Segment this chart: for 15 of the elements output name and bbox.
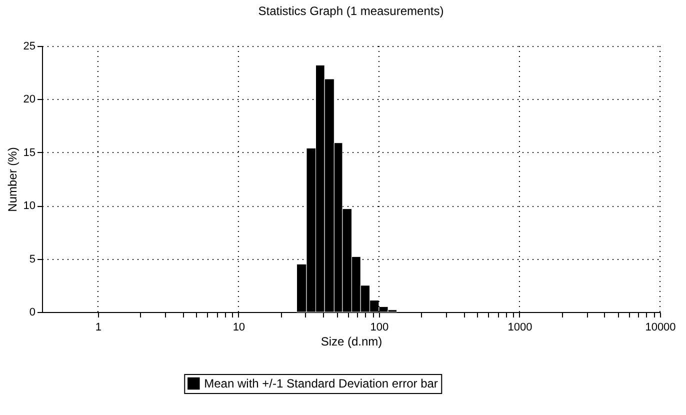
y-tick-label: 10 <box>23 200 36 212</box>
y-tick-label: 0 <box>29 306 36 318</box>
x-tick-label: 10 <box>232 322 246 334</box>
x-tick-label: 1 <box>95 322 102 334</box>
x-axis-title: Size (d.nm) <box>320 334 382 348</box>
chart-title: Statistics Graph (1 measurements) <box>258 4 444 18</box>
y-tick-label: 25 <box>23 40 36 52</box>
y-tick-label: 20 <box>23 94 36 106</box>
y-axis-title: Number (%) <box>5 147 20 212</box>
y-tick-label: 15 <box>23 146 36 159</box>
x-tick-label: 100 <box>370 322 389 334</box>
x-tick-label: 1000 <box>508 322 532 334</box>
x-tick-label: 10000 <box>645 322 676 334</box>
legend-label: Mean with +/-1 Standard Deviation error bar <box>204 376 438 390</box>
y-tick-label: 5 <box>29 253 36 266</box>
